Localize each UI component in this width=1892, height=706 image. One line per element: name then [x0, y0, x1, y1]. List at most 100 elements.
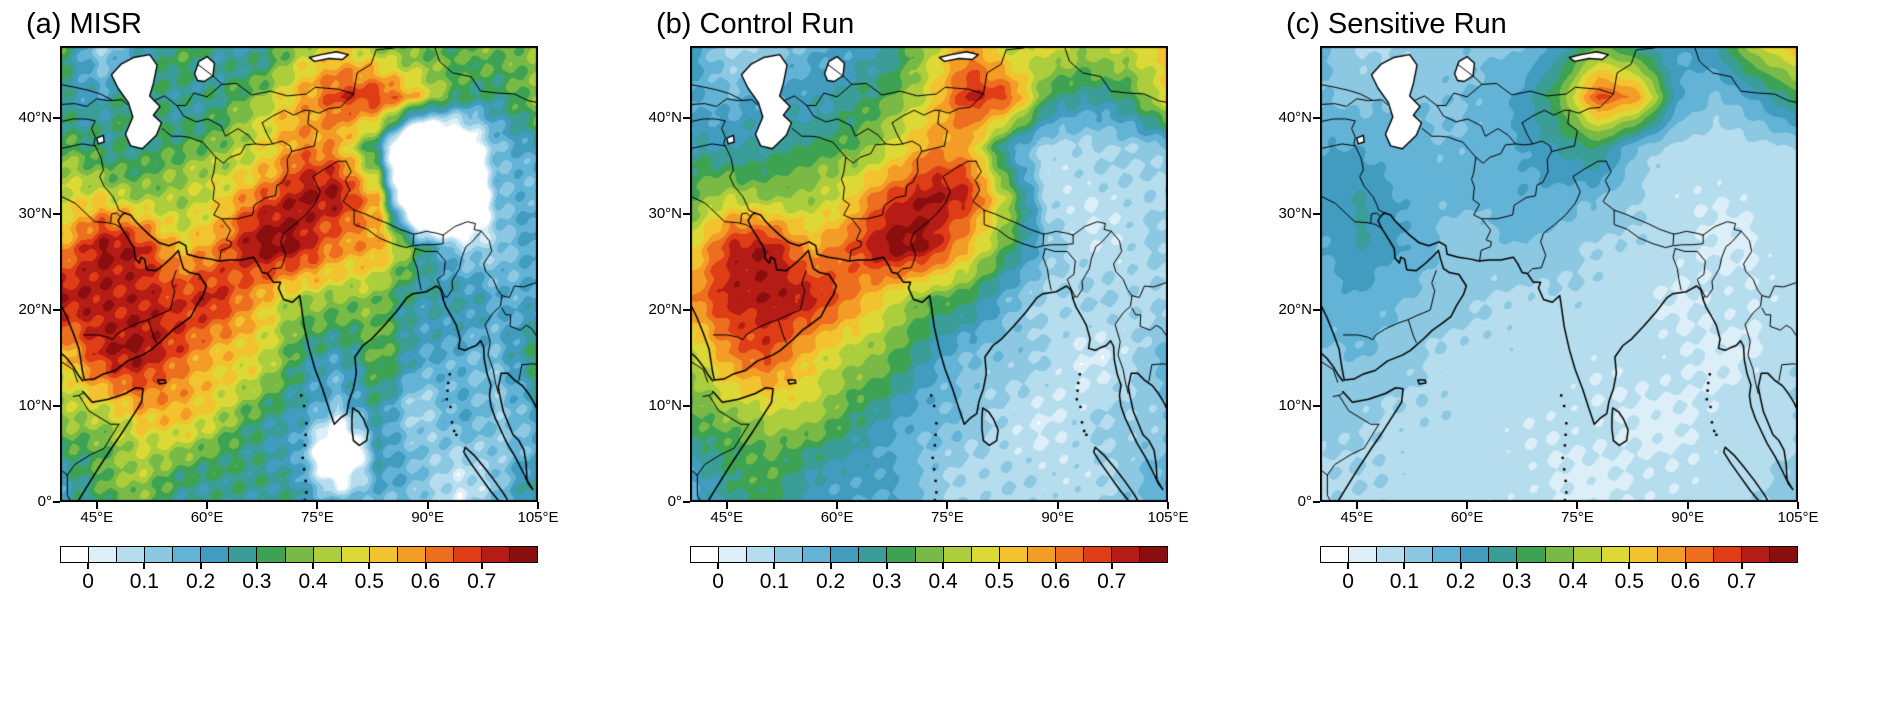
colorbar-segment — [1656, 547, 1685, 562]
colorbar-sensitive: 0 0.1 0.2 0.3 0.4 0.5 0.6 0.7 — [1320, 546, 1798, 606]
map-canvas-misr — [60, 46, 538, 502]
colorbar-segment — [1740, 547, 1769, 562]
colorbar-segment — [368, 547, 397, 562]
colorbar-control: 0 0.1 0.2 0.3 0.4 0.5 0.6 0.7 — [690, 546, 1168, 606]
lat-tick-label: 40°N — [18, 109, 52, 126]
colorbar-tick-mark — [773, 563, 776, 569]
colorbar-segment — [1321, 547, 1349, 562]
lon-tick-label: 90°E — [411, 509, 445, 526]
lon-tick-label: 45°E — [80, 509, 114, 526]
colorbar-segment — [1404, 547, 1433, 562]
colorbar-tick-mark — [1572, 563, 1575, 569]
lat-tick-label: 30°N — [1278, 205, 1312, 222]
colorbar-tick-label: 0.2 — [815, 570, 846, 593]
colorbar-bar — [60, 546, 538, 563]
colorbar-tick-mark — [1628, 563, 1631, 569]
lat-tick-mark — [683, 501, 690, 503]
lon-tick-label: 75°E — [931, 509, 964, 526]
lat-tick-label: 30°N — [648, 205, 682, 222]
colorbar-tick-mark — [1740, 563, 1743, 569]
colorbar-segment — [914, 547, 943, 562]
lat-tick-mark — [1313, 117, 1320, 119]
colorbar-tick-mark — [885, 563, 888, 569]
colorbar-tick-mark — [1054, 563, 1057, 569]
colorbar-tick-mark — [143, 563, 146, 569]
colorbar-segment — [172, 547, 201, 562]
colorbar-tick-label: 0.3 — [872, 570, 902, 593]
colorbar-tick-mark — [255, 563, 258, 569]
lon-tick-label: 60°E — [190, 509, 224, 526]
lat-tick-label: 10°N — [1278, 397, 1312, 414]
lat-tick-label: 20°N — [648, 301, 682, 318]
colorbar-segment — [452, 547, 481, 562]
colorbar-segment — [61, 547, 89, 562]
colorbar-segment — [1572, 547, 1601, 562]
colorbar-tick-mark — [717, 563, 720, 569]
lat-tick-label: 20°N — [1278, 301, 1312, 318]
map-control: 0° 10°N 20°N 30°N 40°N 45°E 60°E 75°E 90°E 105°E — [648, 46, 1189, 526]
colorbar-tick-mark — [312, 563, 315, 569]
lon-tick-label: 45°E — [1340, 509, 1374, 526]
lat-tick-mark — [53, 501, 60, 503]
panel-control: (b) Control Run 0° 10°N 20°N 30°N 40°N 45°E 60… — [630, 0, 1260, 706]
lat-tick-label: 10°N — [18, 397, 52, 414]
colorbar-segment — [886, 547, 915, 562]
panel-sensitive-title: (c) Sensitive Run — [1286, 8, 1507, 40]
map-misr: 0° 10°N 20°N 30°N 40°N 45°E 60°E 75°E 90°E 105°E — [18, 46, 559, 526]
lon-tick-label: 105°E — [517, 509, 559, 526]
colorbar-tick-label: 0.1 — [129, 570, 159, 593]
lon-tick-label: 60°E — [820, 509, 854, 526]
colorbar-tick-mark — [199, 563, 202, 569]
colorbar-tick-mark — [480, 563, 483, 569]
colorbar-tick-mark — [1515, 563, 1518, 569]
colorbar-segment — [424, 547, 453, 562]
lon-tick-mark — [946, 502, 949, 509]
panel-misr-title: (a) MISR — [26, 8, 142, 40]
colorbar-segment — [691, 547, 719, 562]
colorbar-tick-mark — [1684, 563, 1687, 569]
colorbar-tick-label: 0.2 — [185, 570, 216, 593]
colorbar-segment — [284, 547, 313, 562]
colorbar-tick-label: 0.6 — [1040, 570, 1071, 593]
lat-tick-label: 0° — [1297, 493, 1312, 510]
colorbar-segment — [1712, 547, 1741, 562]
colorbar-segment — [1432, 547, 1461, 562]
colorbar-tick-label: 0 — [712, 570, 724, 593]
lon-tick-mark — [1686, 502, 1689, 509]
lat-tick-mark — [53, 405, 60, 407]
colorbar-segment — [480, 547, 509, 562]
panel-sensitive: (c) Sensitive Run 0° 10°N 20°N 30°N 40°N 45°E… — [1260, 0, 1890, 706]
lat-tick-mark — [1313, 501, 1320, 503]
lon-tick-mark — [725, 502, 728, 509]
lon-tick-label: 60°E — [1450, 509, 1484, 526]
colorbar-tick-label: 0.7 — [467, 570, 497, 593]
colorbar-segment — [718, 547, 747, 562]
colorbar-tick-label: 0.7 — [1727, 570, 1757, 593]
colorbar-tick-label: 0.6 — [410, 570, 441, 593]
colorbar-tick-label: 0.4 — [928, 570, 958, 593]
lat-tick-label: 20°N — [18, 301, 52, 318]
lat-tick-label: 40°N — [1278, 109, 1312, 126]
colorbar-misr: 0 0.1 0.2 0.3 0.4 0.5 0.6 0.7 — [60, 546, 538, 606]
lat-tick-label: 0° — [37, 493, 52, 510]
colorbar-tick-label: 0.1 — [759, 570, 789, 593]
lat-tick-label: 10°N — [648, 397, 682, 414]
lon-tick-label: 105°E — [1147, 509, 1189, 526]
colorbar-tick-label: 0.6 — [1670, 570, 1701, 593]
lon-tick-label: 75°E — [1561, 509, 1594, 526]
colorbar-tick-mark — [942, 563, 945, 569]
colorbar-segment — [1769, 547, 1798, 562]
lon-tick-mark — [537, 502, 539, 509]
colorbar-segment — [830, 547, 859, 562]
map-canvas-sensitive — [1320, 46, 1798, 502]
colorbar-segment — [802, 547, 831, 562]
colorbar-tick-label: 0.5 — [984, 570, 1014, 593]
colorbar-segment — [200, 547, 229, 562]
colorbar-tick-label: 0.7 — [1097, 570, 1127, 593]
lon-tick-label: 105°E — [1777, 509, 1819, 526]
colorbar-segment — [942, 547, 971, 562]
colorbar-tick-mark — [87, 563, 90, 569]
lon-tick-mark — [836, 502, 839, 509]
panel-control-title: (b) Control Run — [656, 8, 855, 40]
